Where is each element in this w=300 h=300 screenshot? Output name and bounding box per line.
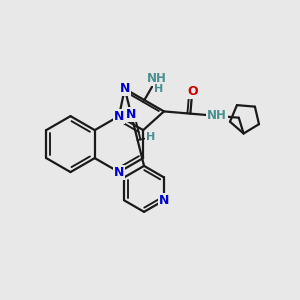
Text: NH: NH: [147, 72, 167, 85]
Text: N: N: [120, 82, 130, 95]
Text: O: O: [187, 85, 197, 98]
Text: N: N: [159, 194, 169, 207]
Text: H: H: [154, 84, 163, 94]
Text: H: H: [146, 132, 155, 142]
Text: N: N: [126, 108, 136, 121]
Text: N: N: [114, 166, 124, 178]
Text: N: N: [114, 110, 124, 123]
Text: NH: NH: [207, 110, 227, 122]
